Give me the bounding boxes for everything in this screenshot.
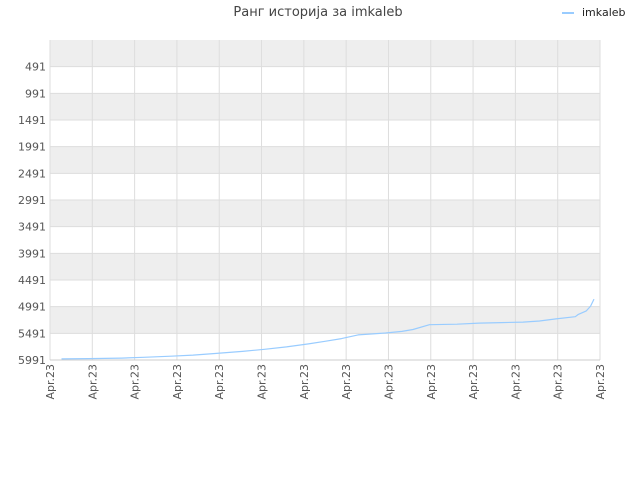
x-tick-label: Apr.23 [213,364,226,400]
y-tick-label: 3991 [18,247,46,260]
x-tick-label: Apr.23 [171,364,184,400]
x-tick-label: Apr.23 [509,364,522,400]
x-axis-ticks: Apr.23 Apr.23 Apr.23 Apr.23 Apr.23 Apr.23 Apr.… [44,364,607,400]
legend: imkaleb [562,6,626,19]
y-tick-label: 4991 [18,301,46,314]
x-tick-label: Apr.23 [425,364,438,400]
x-tick-label: Apr.23 [44,364,57,400]
x-tick-label: Apr.23 [594,364,607,400]
plot-band [50,253,600,280]
x-tick-label: Apr.23 [298,364,311,400]
plot-band [50,280,600,307]
plot-band [50,40,600,67]
y-tick-label: 491 [25,61,46,74]
series-layer [61,298,595,360]
plot-band [50,120,600,147]
plot-bands [50,40,600,360]
plot-band [50,173,600,200]
plot-band [50,226,600,254]
y-tick-label: 1991 [18,141,46,154]
x-tick-label: Apr.23 [382,364,395,400]
y-tick-label: 5991 [18,354,46,367]
plot-band [50,93,600,120]
x-tick-label: Apr.23 [467,364,480,400]
plot-band [50,306,600,334]
x-tick-label: Apr.23 [340,364,353,400]
y-tick-label: 991 [25,87,46,100]
series-line-imkaleb [61,298,595,360]
plot-band [50,146,600,174]
x-tick-label: Apr.23 [129,364,142,400]
y-tick-label: 2991 [18,194,46,207]
gridlines [49,40,601,361]
y-tick-label: 4491 [18,274,46,287]
y-tick-label: 1491 [18,114,46,127]
x-tick-label: Apr.23 [86,364,99,400]
plot-band [50,200,600,227]
chart-title: Ранг историја за imkaleb [233,5,402,20]
x-tick-label: Apr.23 [552,364,565,400]
plot-band [50,66,600,94]
y-tick-label: 2491 [18,167,46,180]
legend-label: imkaleb [582,6,626,19]
x-tick-label: Apr.23 [256,364,269,400]
plot-band [50,333,600,360]
y-tick-label: 3491 [18,221,46,234]
y-axis-ticks: 491 991 1491 1991 2491 2991 3491 3991 4491 4991 54… [18,61,46,367]
y-tick-label: 5491 [18,327,46,340]
